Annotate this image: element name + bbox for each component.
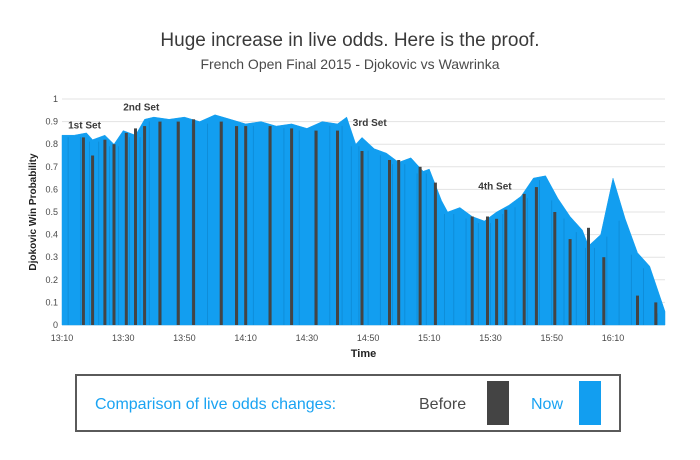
y-tick-label: 0.8 [45,139,58,149]
x-tick-label: 13:50 [173,333,196,343]
before-bar [495,218,499,325]
x-tick-label: 16:10 [602,333,625,343]
before-bar [314,130,318,325]
before-bar [636,295,639,325]
legend-before-swatch [487,381,509,425]
before-bar [112,144,116,325]
before-bar [176,121,180,325]
before-bar [534,187,538,325]
before-bar [158,121,162,325]
before-bar [388,160,391,325]
y-tick-label: 0.6 [45,184,58,194]
x-tick-label: 14:50 [357,333,380,343]
x-tick-label: 15:30 [479,333,502,343]
y-tick-label: 0.4 [45,230,58,240]
before-bar [81,137,85,325]
before-bar [143,126,147,325]
before-bar [360,151,364,325]
before-bar [290,128,294,325]
chart-title: Huge increase in live odds. Here is the … [160,30,540,51]
chart-subtitle: French Open Final 2015 - Djokovic vs Waw… [200,56,500,72]
before-bar [433,182,437,325]
before-bar [553,212,557,325]
x-tick-label: 13:10 [51,333,74,343]
before-bar [134,128,137,325]
y-tick-label: 1 [53,94,58,104]
before-bar [418,166,422,325]
before-bar [235,126,238,325]
set-annotation: 1st Set [68,120,101,131]
x-tick-label: 14:30 [296,333,319,343]
before-bar [568,239,572,325]
before-bar [654,302,658,325]
before-bar [91,155,95,325]
y-tick-label: 0.7 [45,162,58,172]
set-annotation: 4th Set [478,181,512,192]
x-tick-label: 15:10 [418,333,441,343]
legend-box: Comparison of live odds changes: Before … [75,374,621,432]
x-tick-label: 13:30 [112,333,135,343]
y-tick-label: 0.1 [45,297,58,307]
before-bar [470,216,474,325]
x-tick-label: 15:50 [540,333,563,343]
legend-now-swatch [579,381,601,425]
before-bar [486,216,489,325]
y-tick-label: 0.9 [45,117,58,127]
legend-title: Comparison of live odds changes: [95,396,337,413]
before-bar [103,139,107,325]
x-axis-label: Time [351,348,376,360]
before-bar [587,227,590,325]
legend-now-label: Now [531,396,564,413]
y-tick-label: 0.2 [45,275,58,285]
before-bar [397,160,401,325]
set-annotation: 2nd Set [123,102,160,113]
legend-before-label: Before [419,396,467,413]
before-bar [192,119,196,325]
y-tick-label: 0 [53,320,58,330]
before-bar [219,121,223,325]
before-bar [244,126,248,325]
y-tick-label: 0.5 [45,207,58,217]
before-bar [268,126,272,325]
before-bar [522,193,526,325]
x-tick-label: 14:10 [234,333,257,343]
before-bar [602,257,606,325]
y-axis-label: Djokovic Win Probability [28,153,39,271]
before-bar [124,132,128,325]
set-annotation: 3rd Set [353,118,388,129]
y-tick-label: 0.3 [45,252,58,262]
before-bar [336,130,339,325]
before-bar [504,209,508,325]
win-probability-chart: 0 0.1 0.2 0.3 0.4 0.5 0.6 0.7 0.8 0.9 1 13:10 13:30 1… [28,94,666,360]
